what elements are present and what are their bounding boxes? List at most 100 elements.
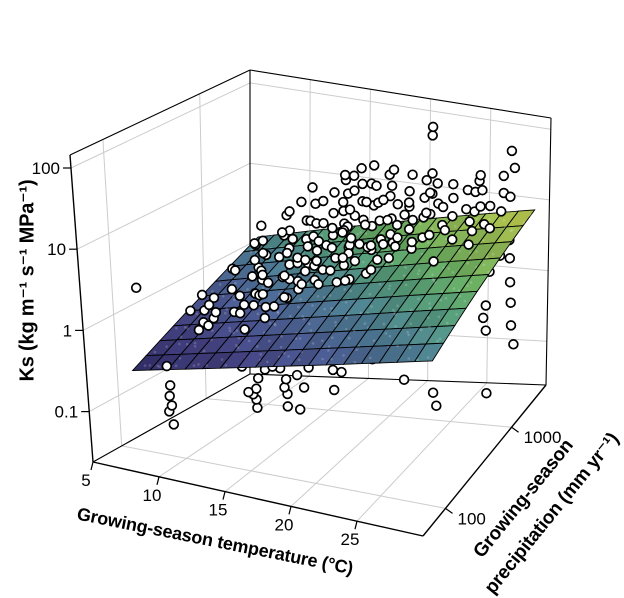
surface-speckle (433, 281, 437, 284)
surface-speckle (211, 290, 214, 293)
surface-speckle (311, 342, 315, 345)
scatter-point (296, 196, 307, 208)
scatter-point (328, 207, 339, 219)
scatter-point (427, 387, 439, 398)
surface-speckle (393, 311, 397, 315)
surface-speckle (221, 295, 225, 298)
surface-speckle (288, 314, 292, 318)
surface-speckle (228, 329, 232, 333)
surface-speckle (468, 256, 471, 260)
surface-speckle (294, 337, 298, 340)
scatter-point (279, 270, 290, 281)
surface-cell (413, 342, 445, 363)
surface-speckle (148, 364, 152, 367)
y-axis-tick (511, 426, 519, 433)
scatter-point (389, 241, 401, 252)
scatter-point (403, 197, 415, 208)
scatter-point (506, 145, 518, 157)
surface-speckle (186, 327, 189, 330)
scatter-point (431, 400, 442, 411)
scatter-point (260, 301, 271, 313)
surface-speckle (232, 331, 235, 335)
surface-speckle (487, 270, 491, 274)
surface-speckle (404, 283, 408, 287)
surface-speckle (309, 329, 313, 332)
surface-speckle (349, 289, 353, 293)
surface-speckle (321, 357, 324, 361)
surface-speckle (153, 350, 157, 354)
y-axis-tick-label: 1000 (524, 428, 562, 447)
surface-speckle (237, 337, 241, 340)
scatter-point (424, 187, 436, 199)
surface-speckle (426, 241, 430, 244)
scatter-point (130, 282, 142, 294)
surface-speckle (225, 307, 229, 311)
scatter-point (307, 182, 318, 193)
y-axis-tick-label: 100 (458, 509, 486, 528)
grid-line-precip-floor (121, 445, 446, 509)
scatter-point (296, 278, 307, 290)
scatter-point (480, 325, 492, 336)
scatter-point (252, 402, 263, 414)
surface-speckle (486, 256, 489, 259)
grid-line-z-leftwall (70, 82, 251, 169)
surface-speckle (407, 333, 411, 337)
surface-speckle (158, 365, 161, 369)
scatter-point (302, 241, 314, 252)
frame-edge (249, 69, 552, 119)
surface-speckle (436, 339, 439, 343)
surface-speckle (491, 252, 495, 256)
surface-speckle (185, 342, 189, 346)
surface-speckle (236, 346, 240, 349)
surface-speckle (376, 268, 379, 271)
scatter-point (327, 222, 338, 234)
scatter-point (337, 227, 348, 238)
scatter-point (238, 299, 250, 311)
scatter-point (326, 242, 338, 254)
scatter-point (291, 369, 303, 381)
scatter-point (281, 247, 293, 259)
surface-speckle (368, 292, 372, 296)
scatter-point (278, 292, 290, 303)
surface-speckle (437, 315, 441, 319)
surface-speckle (426, 356, 430, 359)
surface-speckle (431, 277, 435, 281)
surface-speckle (179, 335, 183, 339)
scatter-point (466, 225, 478, 237)
surface-speckle (394, 325, 397, 328)
surface-speckle (327, 349, 330, 352)
surface-speckle (431, 273, 434, 276)
surface-speckle (220, 358, 224, 361)
scatter-point (327, 364, 339, 376)
scatter-point (427, 168, 438, 179)
surface-speckle (197, 363, 200, 366)
surface-speckle (234, 281, 237, 285)
scatter-point (268, 301, 280, 312)
surface-speckle (475, 218, 478, 221)
scatter-point (294, 404, 306, 415)
surface-speckle (426, 316, 430, 320)
scatter-point (262, 277, 274, 289)
surface-speckle (454, 225, 457, 228)
surface-speckle (416, 272, 420, 276)
scatter-point (257, 235, 269, 247)
scatter-point (337, 252, 349, 263)
surface-speckle (344, 328, 348, 331)
surface-speckle (511, 228, 514, 232)
scatter-point (427, 121, 439, 133)
scatter-point (203, 299, 215, 311)
scatter-point (164, 380, 176, 391)
scatter-point (259, 312, 271, 324)
surface-speckle (327, 345, 331, 348)
scatter-point (164, 390, 175, 402)
surface-speckle (408, 346, 412, 350)
scatter-point (421, 207, 432, 219)
scatter-point (481, 387, 492, 399)
x-axis-tick (222, 491, 226, 500)
surface-speckle (156, 364, 159, 368)
surface-speckle (276, 310, 280, 314)
surface-speckle (381, 231, 384, 235)
surface-speckle (247, 339, 251, 343)
surface-speckle (254, 250, 258, 253)
frame-edge (69, 69, 251, 156)
